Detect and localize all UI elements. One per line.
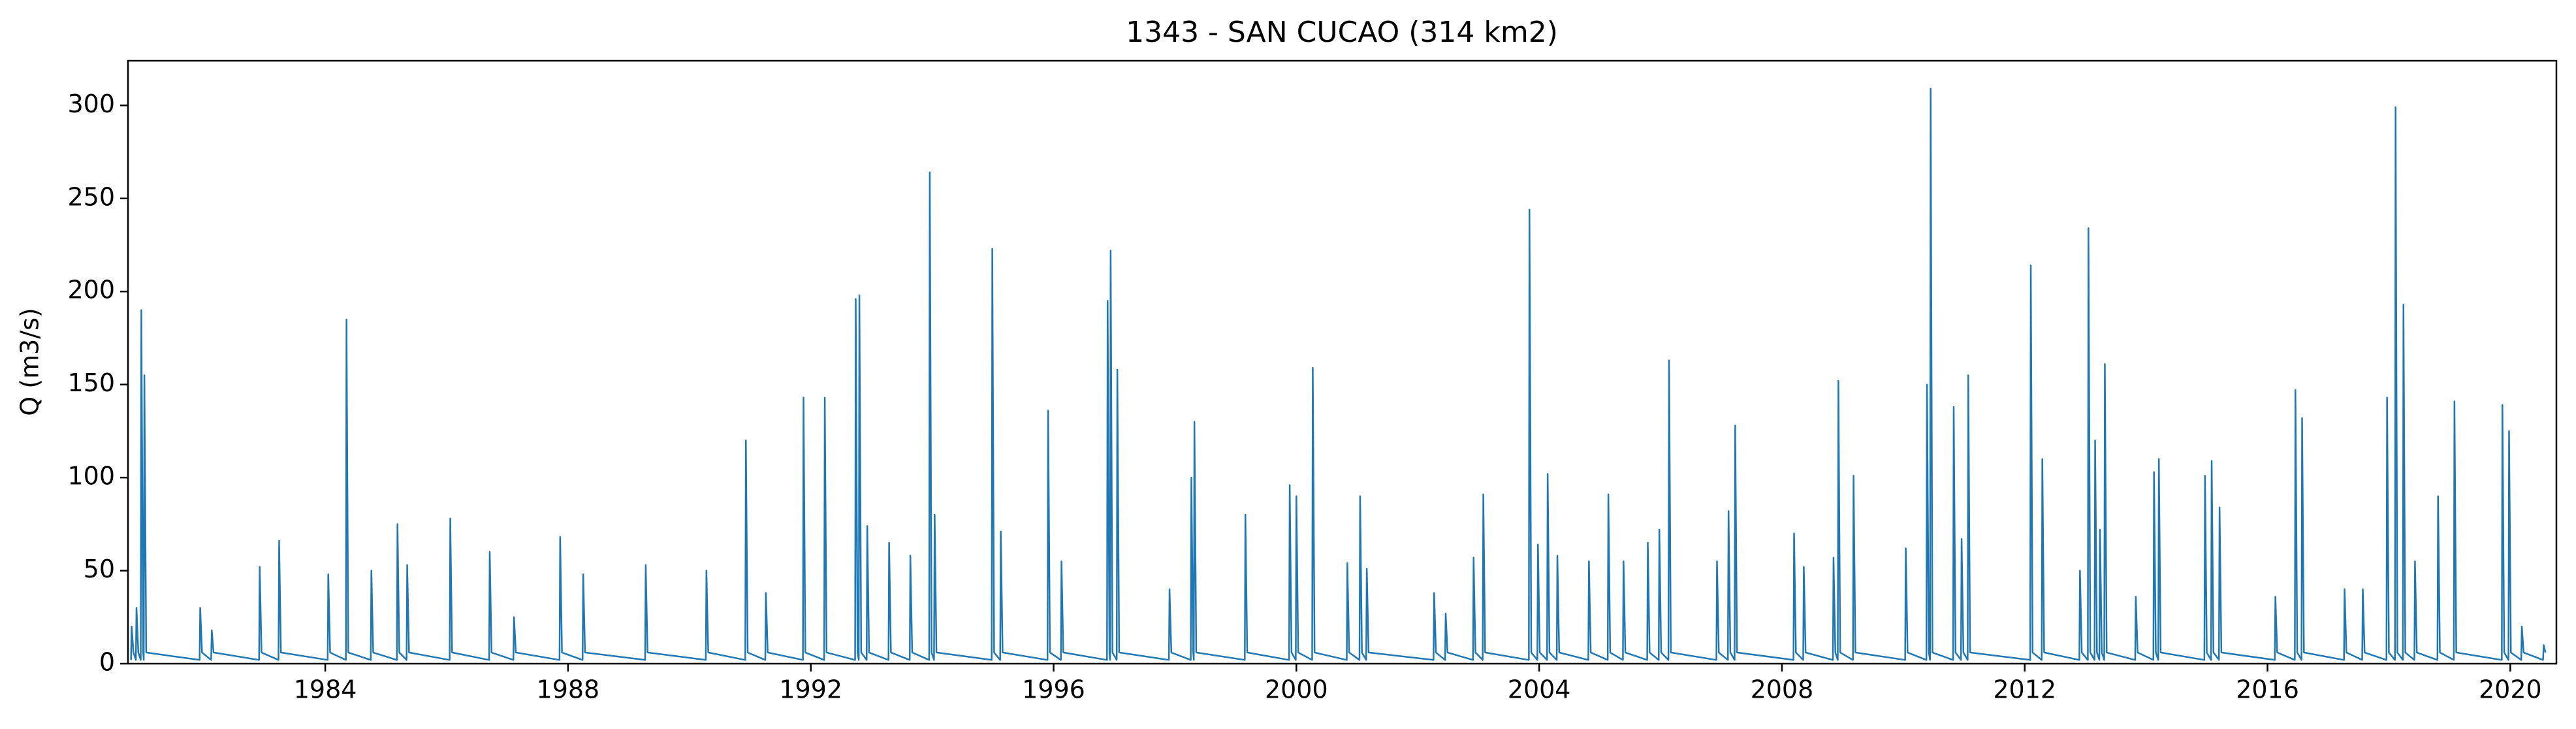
x-tick-label: 2000 xyxy=(1265,675,1328,704)
y-tick-label: 100 xyxy=(67,462,115,491)
flow-line xyxy=(130,88,2547,661)
x-tick-label: 2004 xyxy=(1508,675,1571,704)
y-axis-label: Q (m3/s) xyxy=(16,308,44,415)
x-tick-label: 2012 xyxy=(1993,675,2056,704)
x-tick-label: 2008 xyxy=(1751,675,1814,704)
x-tick-label: 1988 xyxy=(537,675,600,704)
x-tick-label: 1992 xyxy=(779,675,842,704)
y-tick-label: 0 xyxy=(99,648,115,677)
x-tick-label: 1984 xyxy=(294,675,357,704)
y-tick-label: 50 xyxy=(84,555,115,583)
plot-frame xyxy=(127,59,2558,665)
y-tick-label: 250 xyxy=(67,182,115,211)
y-tick-label: 200 xyxy=(67,276,115,304)
x-tick-label: 2016 xyxy=(2236,675,2299,704)
chart-title: 1343 - SAN CUCAO (314 km2) xyxy=(1126,16,1558,49)
y-tick-label: 300 xyxy=(67,89,115,118)
y-tick-label: 150 xyxy=(67,368,115,397)
x-tick-label: 1996 xyxy=(1022,675,1085,704)
x-tick-label: 2020 xyxy=(2479,675,2542,704)
